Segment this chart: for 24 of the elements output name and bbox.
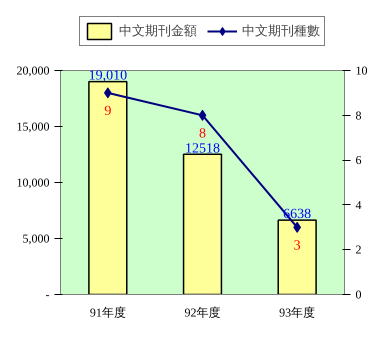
y-tick-label: - — [46, 288, 50, 302]
bar — [88, 80, 128, 294]
bar — [182, 154, 222, 294]
bar — [277, 219, 317, 294]
data-label: 8 — [199, 126, 206, 142]
data-label: 3 — [294, 238, 301, 254]
legend-label: 中文期刊金額 — [119, 22, 197, 40]
data-label: 19,010 — [88, 68, 128, 84]
data-label: 12518 — [185, 141, 220, 156]
legend-label: 中文期刊種數 — [242, 22, 320, 40]
y2-tick-label: 6 — [356, 153, 362, 168]
y-tick-label: 20,000 — [16, 64, 50, 78]
y-tick-label: 5,000 — [22, 232, 50, 246]
data-label: 9 — [104, 104, 112, 119]
x-tick-label: 92年度 — [184, 306, 220, 320]
x-tick-label: 91年度 — [90, 306, 126, 320]
y2-tick-label: 8 — [356, 108, 362, 122]
y-tick-label: 10,000 — [16, 176, 50, 190]
y2-tick-label: 2 — [356, 242, 362, 257]
y2-tick-label: 4 — [356, 198, 362, 212]
y-tick-label: 15,000 — [16, 120, 50, 134]
y2-tick-label: 0 — [356, 288, 362, 302]
y2-tick-label: 10 — [356, 64, 368, 78]
x-tick-label: 93年度 — [279, 306, 316, 320]
